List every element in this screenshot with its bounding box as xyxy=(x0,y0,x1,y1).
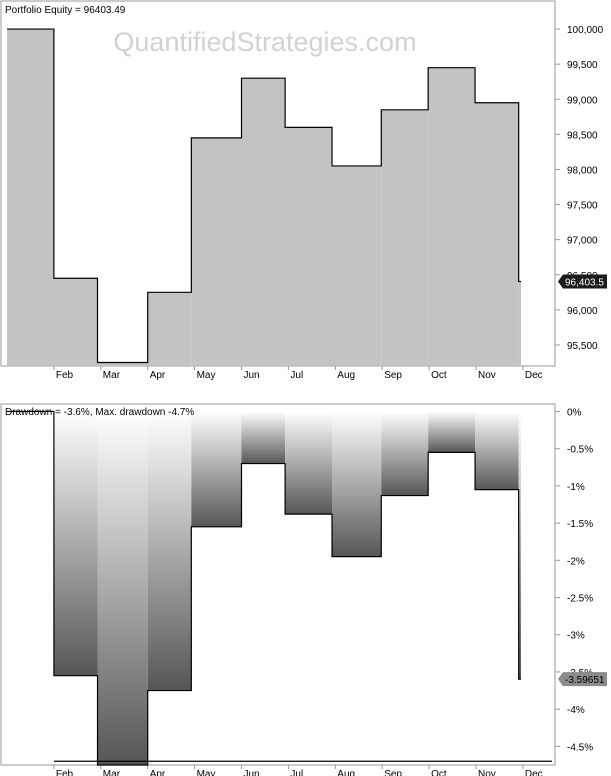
equity-x-tick-label: Jul xyxy=(290,370,303,381)
equity-y-tick-label: 96,000 xyxy=(567,306,598,317)
drawdown-y-tick-label: -1% xyxy=(567,482,585,493)
equity-x-tick-label: Feb xyxy=(56,370,74,381)
equity-y-tick-label: 99,500 xyxy=(567,60,598,71)
equity-y-tick-label: 97,000 xyxy=(567,236,598,247)
drawdown-y-tick-label: -4.5% xyxy=(567,742,593,753)
drawdown-x-tick-label: Oct xyxy=(431,769,447,776)
equity-step-bar xyxy=(475,102,519,367)
drawdown-panel: Drawdown = -3.6%, Max. drawdown -4.7% 0%… xyxy=(0,403,607,776)
equity-x-tick-label: May xyxy=(197,370,216,381)
equity-panel: QuantifiedStrategies.com Portfolio Equit… xyxy=(0,0,607,381)
drawdown-y-tick-label: 0% xyxy=(567,407,582,418)
drawdown-x-tick-labels: Feb Mar Apr May Jun Jul Aug Sep Oct Nov Dec xyxy=(56,769,543,776)
equity-y-tick-labels: 95,50096,00096,50097,00097,50098,00098,5… xyxy=(567,25,604,352)
drawdown-step-bar xyxy=(191,411,242,527)
equity-x-tick-label: Aug xyxy=(337,370,355,381)
drawdown-step-bar xyxy=(332,411,382,557)
drawdown-y-tick-label: -2% xyxy=(567,556,585,567)
drawdown-step-bar xyxy=(518,411,522,680)
drawdown-x-tick-label: Dec xyxy=(525,769,543,776)
equity-y-tick-label: 97,500 xyxy=(567,201,598,212)
equity-x-tick-label: Sep xyxy=(384,370,402,381)
drawdown-step-bar xyxy=(97,411,148,765)
equity-chart-title: Portfolio Equity = 96403.49 xyxy=(5,5,126,16)
drawdown-plot-frame xyxy=(0,403,556,766)
equity-y-tick-label: 99,000 xyxy=(567,95,598,106)
drawdown-x-tick-label: Jun xyxy=(244,769,260,776)
equity-step-bar xyxy=(428,67,476,367)
drawdown-step-bar xyxy=(241,411,286,464)
drawdown-step-bar xyxy=(285,411,333,515)
equity-y-tick-label: 100,000 xyxy=(567,25,604,36)
equity-y-tick-label: 98,500 xyxy=(567,130,598,141)
equity-x-tick-label: Oct xyxy=(431,370,447,381)
drawdown-step-bar xyxy=(381,411,429,496)
drawdown-x-tick-label: Aug xyxy=(337,769,355,776)
equity-last-value-label: 96,403.5 xyxy=(565,278,604,289)
equity-y-tick-label: 95,500 xyxy=(567,341,598,352)
drawdown-x-tick-label: Nov xyxy=(478,769,496,776)
drawdown-last-value-label: -3.59651 xyxy=(565,675,605,686)
drawdown-y-tick-label: -1.5% xyxy=(567,519,593,530)
drawdown-x-tick-label: Jul xyxy=(290,769,303,776)
drawdown-area xyxy=(53,411,522,765)
drawdown-x-tick-label: Apr xyxy=(150,769,166,776)
equity-x-tick-label: Apr xyxy=(150,370,166,381)
equity-step-bar xyxy=(147,292,192,366)
equity-x-tick-labels: Feb Mar Apr May Jun Jul Aug Sep Oct Nov Dec xyxy=(56,370,543,381)
equity-step-bar xyxy=(53,278,98,366)
drawdown-chart-title: Drawdown = -3.6%, Max. drawdown -4.7% xyxy=(5,407,194,418)
drawdown-axis-ticks xyxy=(53,410,560,769)
equity-area xyxy=(7,29,522,367)
drawdown-step-bar xyxy=(147,411,192,691)
equity-last-value-badge: 96,403.5 xyxy=(558,274,607,289)
equity-step-bar xyxy=(191,137,242,366)
drawdown-step-bar xyxy=(53,411,98,676)
drawdown-step-bar xyxy=(475,411,519,490)
drawdown-step-line xyxy=(7,410,522,766)
equity-step-bar xyxy=(285,127,333,366)
equity-line xyxy=(7,28,522,364)
equity-step-line xyxy=(7,28,522,364)
equity-x-tick-label: Jun xyxy=(244,370,260,381)
equity-x-tick-label: Nov xyxy=(478,370,496,381)
watermark: QuantifiedStrategies.com xyxy=(113,27,416,57)
drawdown-x-tick-label: Feb xyxy=(56,769,74,776)
drawdown-last-value-marker xyxy=(558,672,607,687)
drawdown-y-tick-label: -4% xyxy=(567,705,585,716)
drawdown-line xyxy=(7,410,552,766)
drawdown-step-bar xyxy=(428,411,476,453)
drawdown-y-tick-label: -3% xyxy=(567,631,585,642)
equity-step-bar xyxy=(381,109,429,366)
equity-step-bar xyxy=(97,362,148,366)
equity-x-tick-label: Dec xyxy=(525,370,543,381)
equity-step-bar xyxy=(518,281,522,366)
equity-x-tick-label: Mar xyxy=(103,370,121,381)
equity-step-bar xyxy=(7,29,54,366)
drawdown-last-value-badge: -3.59651 xyxy=(558,672,607,687)
equity-step-bar xyxy=(241,78,286,366)
equity-y-tick-label: 98,000 xyxy=(567,165,598,176)
drawdown-x-tick-label: Sep xyxy=(384,769,402,776)
drawdown-x-tick-label: Mar xyxy=(103,769,121,776)
drawdown-y-tick-labels: 0%-0.5%-1%-1.5%-2%-2.5%-3%-3.5%-4%-4.5% xyxy=(567,407,593,753)
equity-axis-ticks xyxy=(53,28,560,370)
drawdown-y-tick-label: -2.5% xyxy=(567,594,593,605)
equity-last-value-marker xyxy=(558,274,607,289)
equity-step-bar xyxy=(332,165,382,366)
drawdown-x-tick-label: May xyxy=(197,769,216,776)
drawdown-y-tick-label: -0.5% xyxy=(567,445,593,456)
